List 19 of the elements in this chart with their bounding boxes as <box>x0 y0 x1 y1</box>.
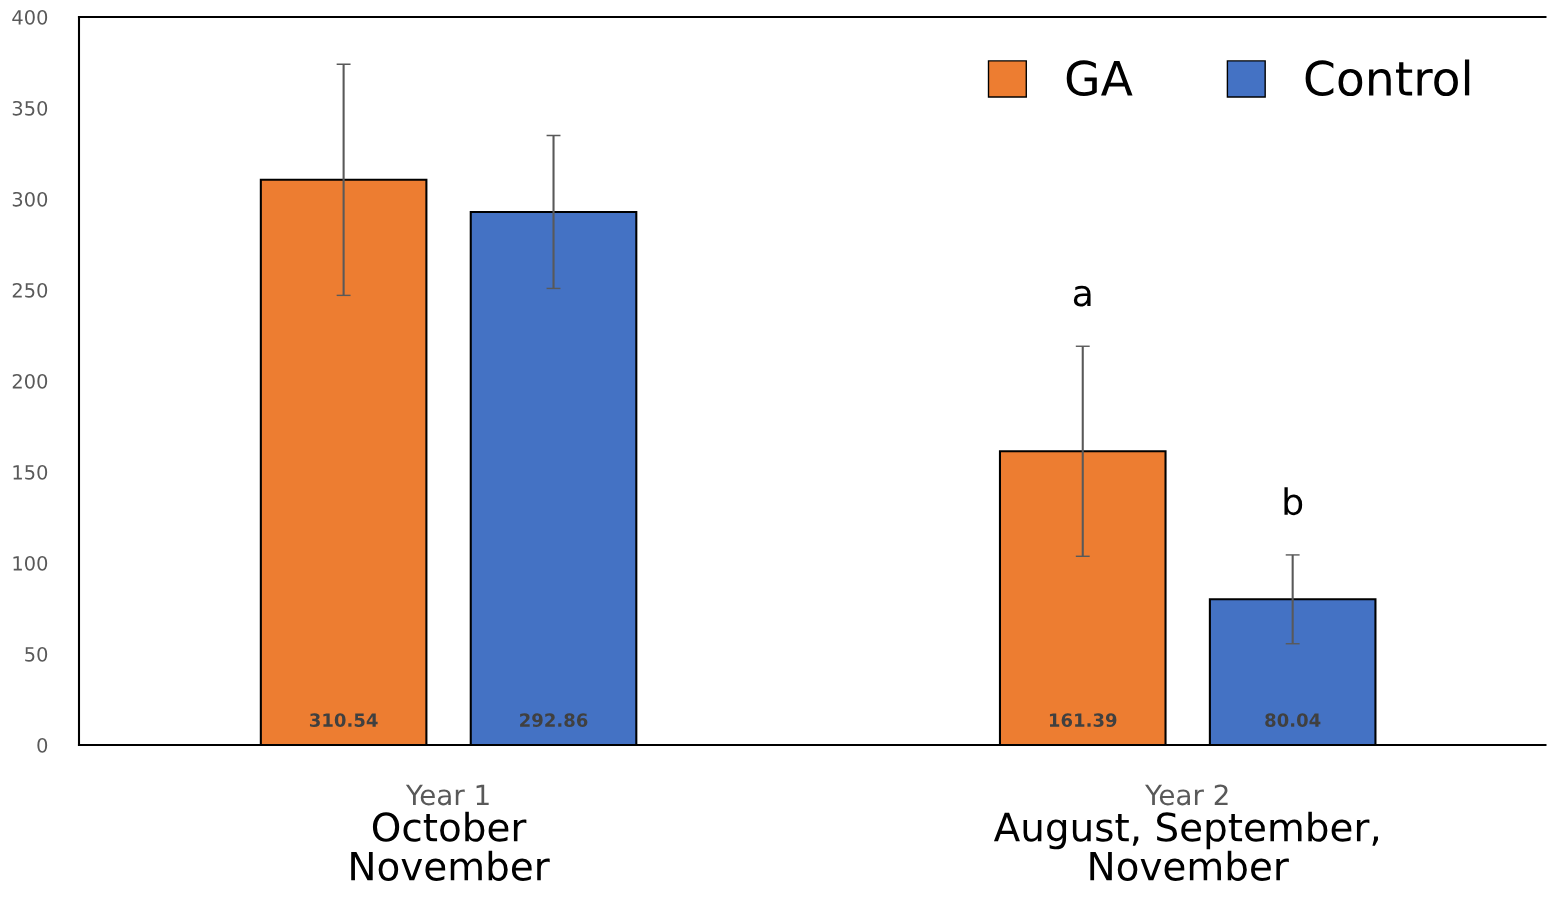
y-tick-label: 0 <box>37 737 48 753</box>
annotation: b <box>1284 487 1303 516</box>
y-tick-label: 350 <box>12 100 48 116</box>
y-tick-label: 400 <box>12 9 48 25</box>
data-label: 80.04 <box>1265 713 1321 727</box>
y-tick-label: 50 <box>25 646 48 662</box>
x-tick-label: Year 2 August, September, November <box>993 784 1378 881</box>
annotation: a <box>1073 285 1091 307</box>
data-label: 310.54 <box>309 713 378 727</box>
y-tick-label: 250 <box>12 282 48 298</box>
y-tick-label: 200 <box>12 373 48 389</box>
y-tick-label: 100 <box>13 555 48 571</box>
y-tick-label: 150 <box>13 464 48 480</box>
legend-label: GA <box>1066 60 1133 97</box>
data-label: 161.39 <box>1049 713 1117 727</box>
x-tick-label: Year 1 October November <box>351 784 550 881</box>
y-tick-label: 300 <box>12 191 48 207</box>
data-label: 292.86 <box>520 713 588 727</box>
legend-label: Control <box>1305 59 1470 97</box>
